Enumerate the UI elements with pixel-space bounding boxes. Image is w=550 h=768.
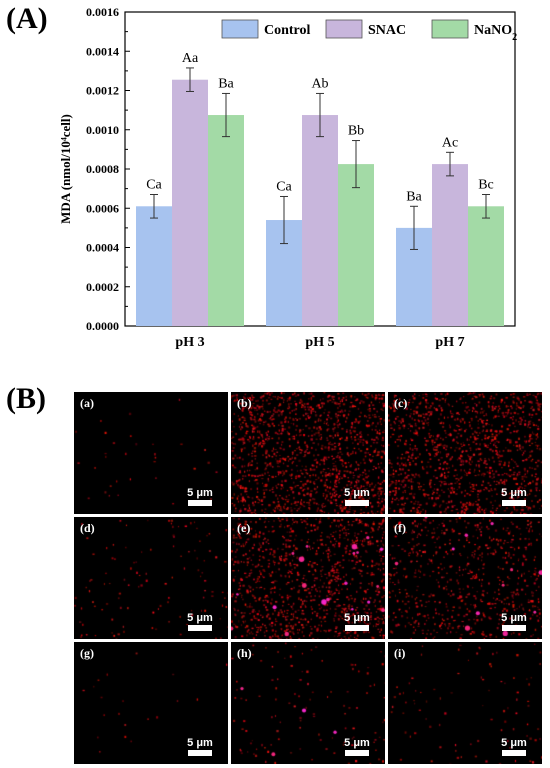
- micrograph-g: (g) 5 μm: [74, 642, 228, 764]
- scale-bar: 5 μm: [180, 487, 220, 506]
- y-tick-label: 0.0002: [86, 280, 119, 294]
- fluorescence-image: [388, 517, 542, 639]
- scale-bar-text: 5 μm: [501, 487, 527, 499]
- fluorescence-image: [388, 392, 542, 514]
- scale-bar-text: 5 μm: [187, 487, 213, 499]
- micrograph-label: (a): [80, 396, 94, 410]
- legend-label: NaNO2: [474, 23, 517, 43]
- y-tick-label: 0.0014: [86, 44, 119, 58]
- bar-nano2: [338, 164, 374, 326]
- scale-bar: 5 μm: [337, 487, 377, 506]
- significance-label: Ac: [442, 135, 458, 150]
- fluorescence-image: [388, 642, 542, 764]
- micrograph-d: (d) 5 μm: [74, 517, 228, 639]
- scale-bar-text: 5 μm: [344, 487, 370, 499]
- micrograph-label: (h): [237, 646, 252, 660]
- bar-control: [136, 206, 172, 326]
- y-tick-label: 0.0008: [86, 162, 119, 176]
- legend-swatch-control: [221, 19, 259, 39]
- scale-bar: 5 μm: [494, 487, 534, 506]
- y-tick-label: 0.0010: [86, 123, 119, 137]
- y-tick-label: 0.0006: [86, 201, 119, 215]
- fluorescence-image: [74, 392, 228, 514]
- micrograph-label: (b): [237, 396, 252, 410]
- y-tick-label: 0.0004: [86, 241, 119, 255]
- legend-swatch-snac: [325, 19, 363, 39]
- micrograph-a: (a) 5 μm: [74, 392, 228, 514]
- micrograph-f: (f) 5 μm: [388, 517, 542, 639]
- panel-b-label: (B): [6, 382, 46, 415]
- x-tick-label: pH 3: [175, 335, 204, 350]
- scale-bar-line: [188, 625, 212, 631]
- scale-bar: 5 μm: [337, 737, 377, 756]
- y-tick-label: 0.0012: [86, 84, 119, 98]
- significance-label: Ba: [218, 76, 234, 91]
- fluorescence-image: [74, 517, 228, 639]
- scale-bar: 5 μm: [337, 612, 377, 631]
- scale-bar-text: 5 μm: [344, 612, 370, 624]
- scale-bar: 5 μm: [180, 737, 220, 756]
- scale-bar: 5 μm: [494, 737, 534, 756]
- scale-bar: 5 μm: [180, 612, 220, 631]
- micrograph-label: (e): [237, 521, 251, 535]
- micrograph-label: (f): [394, 521, 406, 535]
- scale-bar-text: 5 μm: [187, 612, 213, 624]
- scale-bar-line: [345, 625, 369, 631]
- fluorescence-image: [231, 392, 385, 514]
- significance-label: Bc: [478, 178, 494, 193]
- micrograph-b: (b) 5 μm: [231, 392, 385, 514]
- significance-label: Aa: [182, 51, 199, 66]
- significance-label: Ba: [406, 189, 422, 204]
- scale-bar-text: 5 μm: [501, 737, 527, 749]
- fluorescence-image: [74, 642, 228, 764]
- fluorescence-image: [231, 517, 385, 639]
- scale-bar-text: 5 μm: [187, 737, 213, 749]
- significance-label: Ab: [311, 76, 328, 91]
- panel-a-label: (A): [6, 2, 48, 35]
- micrograph-grid: (a) 5 μm (b) 5 μm (c) 5 μm (d) 5 μm (e) 5 μm (f) 5 …: [74, 392, 550, 768]
- y-tick-label: 0.0016: [86, 5, 119, 19]
- x-tick-label: pH 7: [435, 335, 464, 350]
- significance-label: Ca: [146, 178, 162, 193]
- micrograph-label: (i): [394, 646, 406, 660]
- bar-snac: [432, 164, 468, 326]
- scale-bar-line: [502, 625, 526, 631]
- micrograph-label: (g): [80, 646, 94, 660]
- legend-label: SNAC: [368, 23, 406, 38]
- bar-chart: 0.0000 0.0002 0.0004 0.0006 0.0008 0.0010 0.00…: [58, 5, 517, 350]
- y-tick-label: 0.0000: [86, 319, 119, 333]
- x-tick-label: pH 5: [305, 335, 334, 350]
- micrograph-label: (d): [80, 521, 95, 535]
- bar-snac: [172, 79, 208, 326]
- scale-bar: 5 μm: [494, 612, 534, 631]
- legend-label: Control: [264, 23, 311, 38]
- bar-nano2: [468, 206, 504, 326]
- y-axis-label: MDA (nmol/10⁴cell): [58, 114, 73, 224]
- scale-bar-line: [188, 500, 212, 506]
- scale-bar-line: [502, 500, 526, 506]
- micrograph-c: (c) 5 μm: [388, 392, 542, 514]
- significance-label: Ca: [276, 179, 292, 194]
- scale-bar-line: [502, 750, 526, 756]
- scale-bar-line: [345, 750, 369, 756]
- micrograph-h: (h) 5 μm: [231, 642, 385, 764]
- scale-bar-line: [188, 750, 212, 756]
- bar-snac: [302, 115, 338, 326]
- scale-bar-line: [345, 500, 369, 506]
- fluorescence-image: [231, 642, 385, 764]
- scale-bar-text: 5 μm: [501, 612, 527, 624]
- significance-label: Bb: [348, 124, 364, 139]
- micrograph-i: (i) 5 μm: [388, 642, 542, 764]
- micrograph-label: (c): [394, 396, 408, 410]
- bar-nano2: [208, 115, 244, 326]
- scale-bar-text: 5 μm: [344, 737, 370, 749]
- micrograph-e: (e) 5 μm: [231, 517, 385, 639]
- legend-swatch-nano2: [431, 19, 469, 39]
